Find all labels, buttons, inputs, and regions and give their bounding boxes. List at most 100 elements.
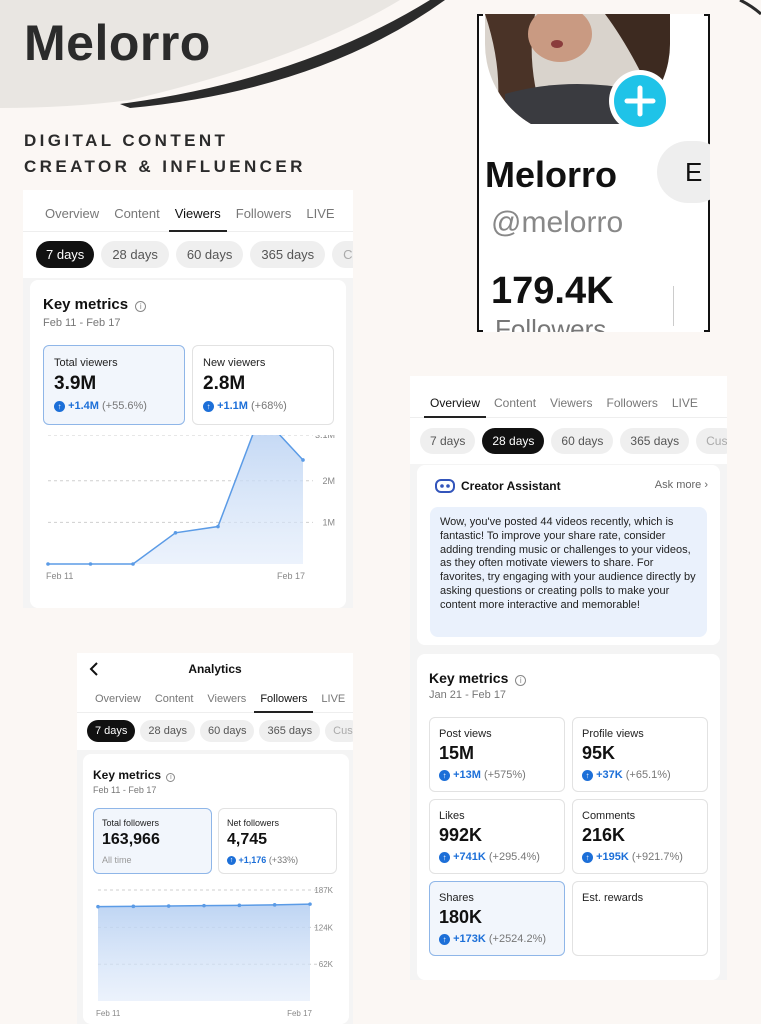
tile-label: Total followers (102, 818, 160, 828)
followers-chart-point[interactable] (237, 903, 242, 908)
add-follow-button[interactable] (609, 70, 671, 132)
overview-tabs: Overview Content Viewers Followers LIVE (410, 376, 727, 418)
chip-28-days[interactable]: 28 days (140, 720, 195, 742)
tile-value: 180K (439, 907, 483, 927)
followers-chart-ytick-label: 187K (314, 886, 333, 895)
tile-profile-views[interactable]: Profile views 95K ↑ +37K (+65.1%) (572, 717, 708, 792)
tile-likes[interactable]: Likes 992K ↑ +741K (+295.4%) (429, 799, 565, 874)
tile-est-rewards[interactable]: Est. rewards (572, 881, 708, 956)
tile-post-views[interactable]: Post views 15M ↑ +13M (+575%) (429, 717, 565, 792)
tile-pct: (+33%) (268, 855, 299, 865)
tile-pct: (+68%) (251, 400, 287, 412)
chip-60-days[interactable]: 60 days (199, 720, 255, 742)
chevron-left-icon[interactable] (87, 661, 101, 677)
chevron-right-icon: › (704, 479, 708, 491)
date-range: Feb 11 - Feb 17 (93, 785, 157, 795)
followers-chart-point[interactable] (96, 904, 100, 909)
viewers-chart-point[interactable] (131, 562, 135, 566)
tile-change: +741K (453, 851, 486, 863)
ask-more-link[interactable]: Ask more › (655, 479, 708, 491)
tile-total-viewers[interactable]: Total viewers 3.9M ↑ +1.4M (+55.6%) (43, 345, 185, 425)
viewers-chart-point[interactable] (88, 562, 93, 566)
tile-total-followers[interactable]: Total followers 163,966 All time (93, 808, 212, 874)
tile-net-followers[interactable]: Net followers 4,745 ↑ +1,176 (+33%) (218, 808, 337, 874)
tab-live[interactable]: LIVE (671, 396, 698, 410)
viewers-chart-point[interactable] (46, 562, 50, 566)
tile-change: +13M (453, 769, 481, 781)
subtitle-line-1: DIGITAL CONTENT (24, 131, 229, 150)
tab-followers[interactable]: Followers (235, 206, 292, 221)
tile-shares[interactable]: Shares 180K ↑ +173K (+2524.2%) (429, 881, 565, 956)
chip-custom[interactable]: Cus (696, 428, 727, 454)
info-icon[interactable]: i (515, 675, 527, 686)
chip-60-days[interactable]: 60 days (175, 241, 244, 268)
chip-365-days[interactable]: 365 days (259, 720, 321, 742)
followers-chart-point[interactable] (308, 902, 312, 906)
side-button-label: E (685, 157, 703, 187)
profile-side-button[interactable]: E (657, 141, 710, 203)
chip-7-days[interactable]: 7 days (36, 241, 95, 268)
viewers-metrics-card: Key metrics i Feb 11 - Feb 17 Total view… (30, 280, 346, 608)
tab-overview[interactable]: Overview (45, 206, 100, 221)
tab-live[interactable]: LIVE (306, 206, 335, 221)
tile-pct: (+295.4%) (488, 851, 540, 863)
tab-content[interactable]: Content (114, 206, 160, 221)
tab-followers[interactable]: Followers (606, 396, 658, 410)
chip-7-days[interactable]: 7 days (420, 428, 476, 454)
tab-followers[interactable]: Followers (254, 693, 314, 713)
followers-chart: 187K 124K 62K Feb 11 Feb 17 (96, 886, 334, 1018)
chip-60-days[interactable]: 60 days (551, 428, 614, 454)
chip-custom[interactable]: Cus (332, 241, 353, 268)
viewers-km-heading: Key metrics i (43, 296, 147, 313)
viewers-chart-point[interactable] (173, 530, 178, 535)
tile-comments[interactable]: Comments 216K ↑ +195K (+921.7%) (572, 799, 708, 874)
followers-chart-point[interactable] (272, 903, 277, 907)
viewers-chart-area (48, 435, 303, 564)
chip-custom[interactable]: Cus (325, 720, 353, 742)
tab-viewers[interactable]: Viewers (207, 693, 247, 705)
viewers-chart-point[interactable] (301, 458, 305, 462)
tile-pct: (+575%) (483, 769, 526, 781)
date-range: Jan 21 - Feb 17 (429, 689, 507, 701)
followers-panel: Analytics Overview Content Viewers Follo… (77, 653, 353, 1024)
tab-content[interactable]: Content (494, 396, 537, 410)
followers-chart-area (98, 904, 310, 1001)
chip-365-days[interactable]: 365 days (620, 428, 690, 454)
tile-value: 15M (439, 743, 475, 763)
chip-7-days[interactable]: 7 days (87, 720, 136, 742)
arrow-up-icon: ↑ (439, 933, 450, 945)
tile-label: Shares (439, 892, 474, 904)
followers-chart-ytick-label: 62K (319, 960, 334, 969)
tab-overview[interactable]: Overview (95, 693, 141, 705)
info-icon[interactable]: i (166, 773, 176, 782)
tile-label: Net followers (227, 818, 280, 828)
info-icon[interactable]: i (135, 301, 147, 312)
tile-change: +37K (596, 769, 623, 781)
chip-365-days[interactable]: 365 days (250, 241, 326, 268)
tile-value: 95K (582, 743, 616, 763)
followers-chart-point[interactable] (131, 904, 136, 909)
viewers-chart-ytick-label: 3.1M (315, 435, 335, 440)
tile-change-row: ↑ +1,176 (+33%) (227, 855, 299, 866)
tile-change-row: ↑ +13M (+575%) (439, 769, 526, 781)
arrow-up-icon: ↑ (227, 856, 236, 866)
chip-28-days[interactable]: 28 days (482, 428, 545, 454)
followers-date-chips: 7 days 28 days 60 days 365 days Cus (77, 713, 353, 750)
viewers-date-chips: 7 days 28 days 60 days 365 days Cus (23, 232, 353, 278)
tab-content[interactable]: Content (154, 693, 194, 705)
tile-value: 2.8M (203, 373, 246, 394)
tab-viewers[interactable]: Viewers (550, 396, 593, 410)
tile-change-row: ↑ +173K (+2524.2%) (439, 933, 546, 945)
tile-label: New viewers (203, 357, 266, 369)
chip-28-days[interactable]: 28 days (101, 241, 169, 268)
followers-chart-point[interactable] (166, 904, 171, 908)
tile-pct: (+921.7%) (631, 851, 683, 863)
tab-live[interactable]: LIVE (321, 693, 346, 705)
viewers-chart-point[interactable] (216, 524, 220, 529)
km-title: Key metrics (429, 670, 509, 686)
tile-new-viewers[interactable]: New viewers 2.8M ↑ +1.1M (+68%) (192, 345, 334, 425)
followers-chart-point[interactable] (202, 903, 206, 908)
tile-change: +195K (596, 851, 629, 863)
tab-overview[interactable]: Overview (423, 396, 487, 418)
tab-viewers[interactable]: Viewers (168, 206, 227, 232)
